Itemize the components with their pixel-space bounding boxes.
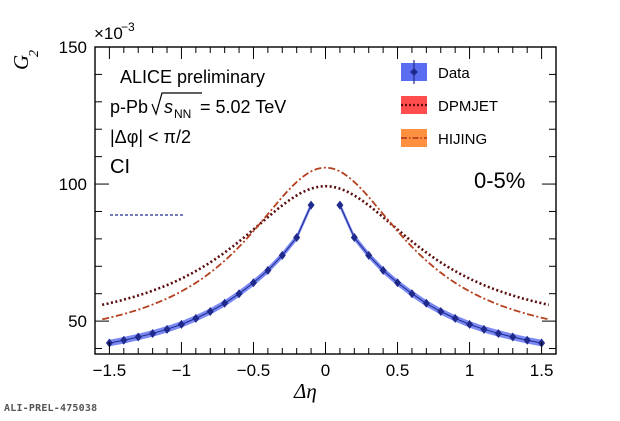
y-tick-label: 150 [59, 38, 87, 57]
legend-entry-data: Data [401, 60, 470, 84]
data-point [177, 319, 185, 329]
data-point [451, 313, 459, 323]
data-point [278, 250, 286, 260]
data-point [350, 233, 358, 243]
data-point [523, 335, 531, 345]
legend-dpmjet-label: DPMJET [438, 98, 498, 115]
y-axis-title: G 2 [9, 50, 42, 70]
data-point [120, 335, 128, 345]
legend: Data DPMJET HIJING [401, 60, 498, 148]
data-point [336, 200, 344, 210]
annotation-energy-value: = 5.02 TeV [200, 97, 286, 117]
x-tick-label: −1.5 [93, 361, 127, 380]
x-tick-label: 1.5 [530, 361, 554, 380]
data-point [264, 265, 272, 275]
data-point [192, 313, 200, 323]
annotation-s: s [164, 97, 173, 117]
data-point [509, 332, 517, 342]
data-point [480, 324, 488, 334]
data-line-left [109, 204, 312, 344]
y-exponent: ×10 −3 [94, 20, 135, 43]
y-tick-label: 50 [68, 312, 87, 331]
y-exponent-base: ×10 [94, 24, 123, 43]
annotation-delta-phi: |Δφ| < π/2 [110, 127, 191, 147]
data-point [422, 298, 430, 308]
data-point [293, 233, 301, 243]
annotation-ci: CI [110, 156, 130, 178]
x-tick-label: 0 [321, 361, 330, 380]
x-tick-label: 1 [465, 361, 474, 380]
data-point [206, 307, 214, 317]
data-point [221, 298, 229, 308]
legend-data-label: Data [438, 65, 470, 82]
data-point [408, 289, 416, 299]
figure-id-label: ALI-PREL-475038 [4, 403, 98, 414]
data-point [235, 289, 243, 299]
y-tick-label: 100 [59, 175, 87, 194]
x-axis-title: Δη [293, 379, 317, 403]
annotation-energy: p-Pb s NN = 5.02 TeV [110, 92, 286, 121]
data-point [379, 265, 387, 275]
data-point [365, 250, 373, 260]
data-point [149, 328, 157, 338]
legend-entry-dpmjet: DPMJET [401, 96, 498, 115]
data-point [249, 278, 257, 288]
data-band-right [339, 201, 542, 347]
uncertainty-bands [109, 201, 542, 347]
x-tick-label: −1 [172, 361, 191, 380]
axis-ticks [94, 46, 557, 354]
data-point [134, 332, 142, 342]
tick-labels: −1.5 −1 −0.5 0 0.5 1 1.5 50 100 150 [59, 38, 554, 380]
data-point [494, 328, 502, 338]
data-point [163, 324, 171, 334]
data-band-left [109, 201, 312, 347]
sqrt-symbol [151, 92, 202, 116]
y-exponent-power: −3 [121, 20, 135, 34]
annotation-centrality: 0-5% [474, 168, 525, 193]
x-tick-label: −0.5 [237, 361, 271, 380]
annotation-experiment: ALICE preliminary [120, 67, 265, 87]
model-curve-hijing [102, 166, 549, 321]
model-curves [101, 166, 550, 321]
annotation-system: p-Pb [110, 97, 148, 117]
y-axis-title-sub: 2 [27, 50, 42, 57]
legend-entry-hijing: HIJING [401, 129, 487, 148]
annotations: ALICE preliminary p-Pb s NN = 5.02 TeV |… [110, 67, 525, 193]
legend-data-marker [410, 68, 418, 76]
data-point [437, 307, 445, 317]
model-curve-dpmjet [101, 184, 550, 307]
x-tick-label: 0.5 [386, 361, 410, 380]
data-point [394, 278, 402, 288]
data-point [307, 200, 315, 210]
data-series [105, 200, 546, 348]
data-line-right [339, 204, 542, 344]
y-axis-title-main: G [9, 55, 33, 70]
legend-hijing-label: HIJING [438, 131, 487, 148]
data-point [466, 319, 474, 329]
annotation-nn: NN [174, 107, 191, 121]
